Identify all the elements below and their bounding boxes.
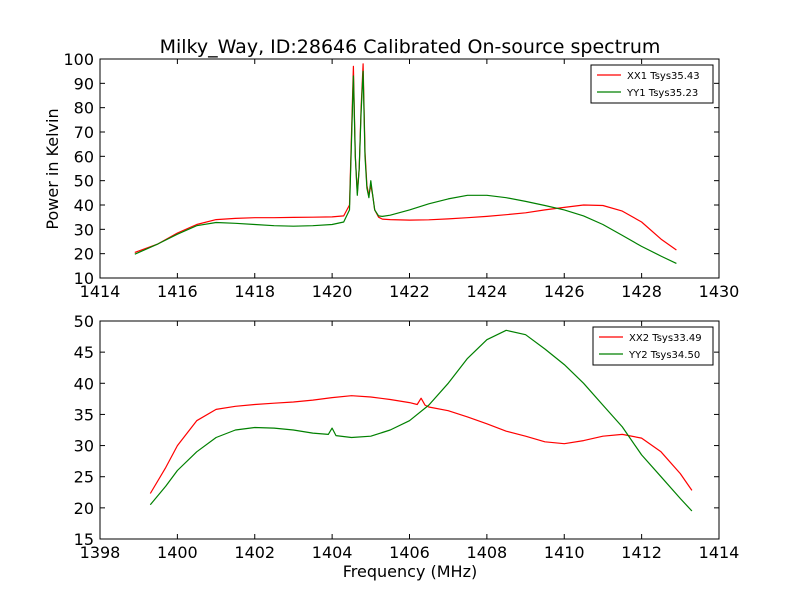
top-y-tick-label: 40 — [74, 196, 94, 215]
top-panel-legend: XX1 Tsys35.43 YY1 Tsys35.23 — [590, 64, 714, 104]
bottom-x-tick-label: 1402 — [234, 543, 275, 562]
bottom-x-tick-label: 1412 — [621, 543, 662, 562]
top-legend-label-1: XX1 Tsys35.43 — [627, 71, 700, 82]
bottom-panel: 1398 1400 1402 1404 1406 1408 1410 1412 1414 15 20… — [74, 312, 740, 562]
bottom-y-tick-label: 30 — [74, 437, 94, 456]
x-axis-label: Frequency (MHz) — [343, 562, 477, 581]
top-y-tick-label: 100 — [63, 50, 94, 69]
bottom-y-tick-label: 50 — [74, 312, 94, 331]
top-panel-ylabel: Power in Kelvin — [43, 108, 62, 229]
bottom-x-tick-label: 1404 — [312, 543, 353, 562]
bottom-y-tick-label: 25 — [74, 468, 94, 487]
top-panel-ticks: 1414 1416 1418 1420 1422 1424 1426 1428 1430 10 20… — [63, 50, 739, 301]
bottom-y-tick-label: 15 — [74, 530, 94, 549]
bottom-panel-legend: XX2 Tsys33.49 YY2 Tsys34.50 — [592, 326, 714, 366]
bottom-x-tick-label: 1398 — [80, 543, 121, 562]
bottom-x-tick-label: 1400 — [157, 543, 198, 562]
chart-title: Milky_Way, ID:28646 Calibrated On-source… — [160, 36, 661, 58]
bottom-x-tick-label: 1410 — [544, 543, 585, 562]
bottom-panel-series — [149, 329, 693, 512]
bottom-y-tick-label: 35 — [74, 405, 94, 424]
bottom-y-tick-label: 45 — [74, 343, 94, 362]
top-x-tick-label: 1416 — [157, 282, 198, 301]
bottom-series-line-1 — [149, 395, 693, 494]
bottom-x-tick-label: 1414 — [699, 543, 740, 562]
top-x-tick-label: 1422 — [389, 282, 430, 301]
top-legend-box — [590, 64, 714, 104]
bottom-x-tick-label: 1408 — [467, 543, 508, 562]
bottom-series-line-2 — [149, 329, 693, 512]
bottom-x-tick-label: 1406 — [389, 543, 430, 562]
top-x-tick-label: 1424 — [467, 282, 508, 301]
top-y-tick-label: 80 — [74, 99, 94, 118]
bottom-legend-box — [592, 326, 714, 366]
top-x-tick-label: 1426 — [544, 282, 585, 301]
bottom-legend-label-2: YY2 Tsys34.50 — [628, 350, 700, 361]
bottom-y-tick-label: 20 — [74, 499, 94, 518]
top-legend-label-2: YY1 Tsys35.23 — [626, 88, 698, 99]
top-y-tick-label: 90 — [74, 74, 94, 93]
top-y-tick-label: 10 — [74, 269, 94, 288]
top-y-tick-label: 50 — [74, 172, 94, 191]
top-panel-series — [134, 63, 677, 264]
top-x-tick-label: 1420 — [312, 282, 353, 301]
top-y-tick-label: 70 — [74, 123, 94, 142]
top-series-line-2 — [134, 70, 677, 264]
top-x-tick-label: 1414 — [80, 282, 121, 301]
top-x-tick-label: 1430 — [699, 282, 740, 301]
top-y-tick-label: 20 — [74, 245, 94, 264]
top-panel: 1414 1416 1418 1420 1422 1424 1426 1428 1430 10 20… — [43, 50, 739, 301]
bottom-legend-label-1: XX2 Tsys33.49 — [629, 333, 702, 344]
bottom-panel-ticks: 1398 1400 1402 1404 1406 1408 1410 1412 1414 15 20… — [74, 312, 740, 562]
top-x-tick-label: 1418 — [234, 282, 275, 301]
top-x-tick-label: 1428 — [621, 282, 662, 301]
top-y-tick-label: 60 — [74, 147, 94, 166]
top-y-tick-label: 30 — [74, 220, 94, 239]
bottom-y-tick-label: 40 — [74, 374, 94, 393]
